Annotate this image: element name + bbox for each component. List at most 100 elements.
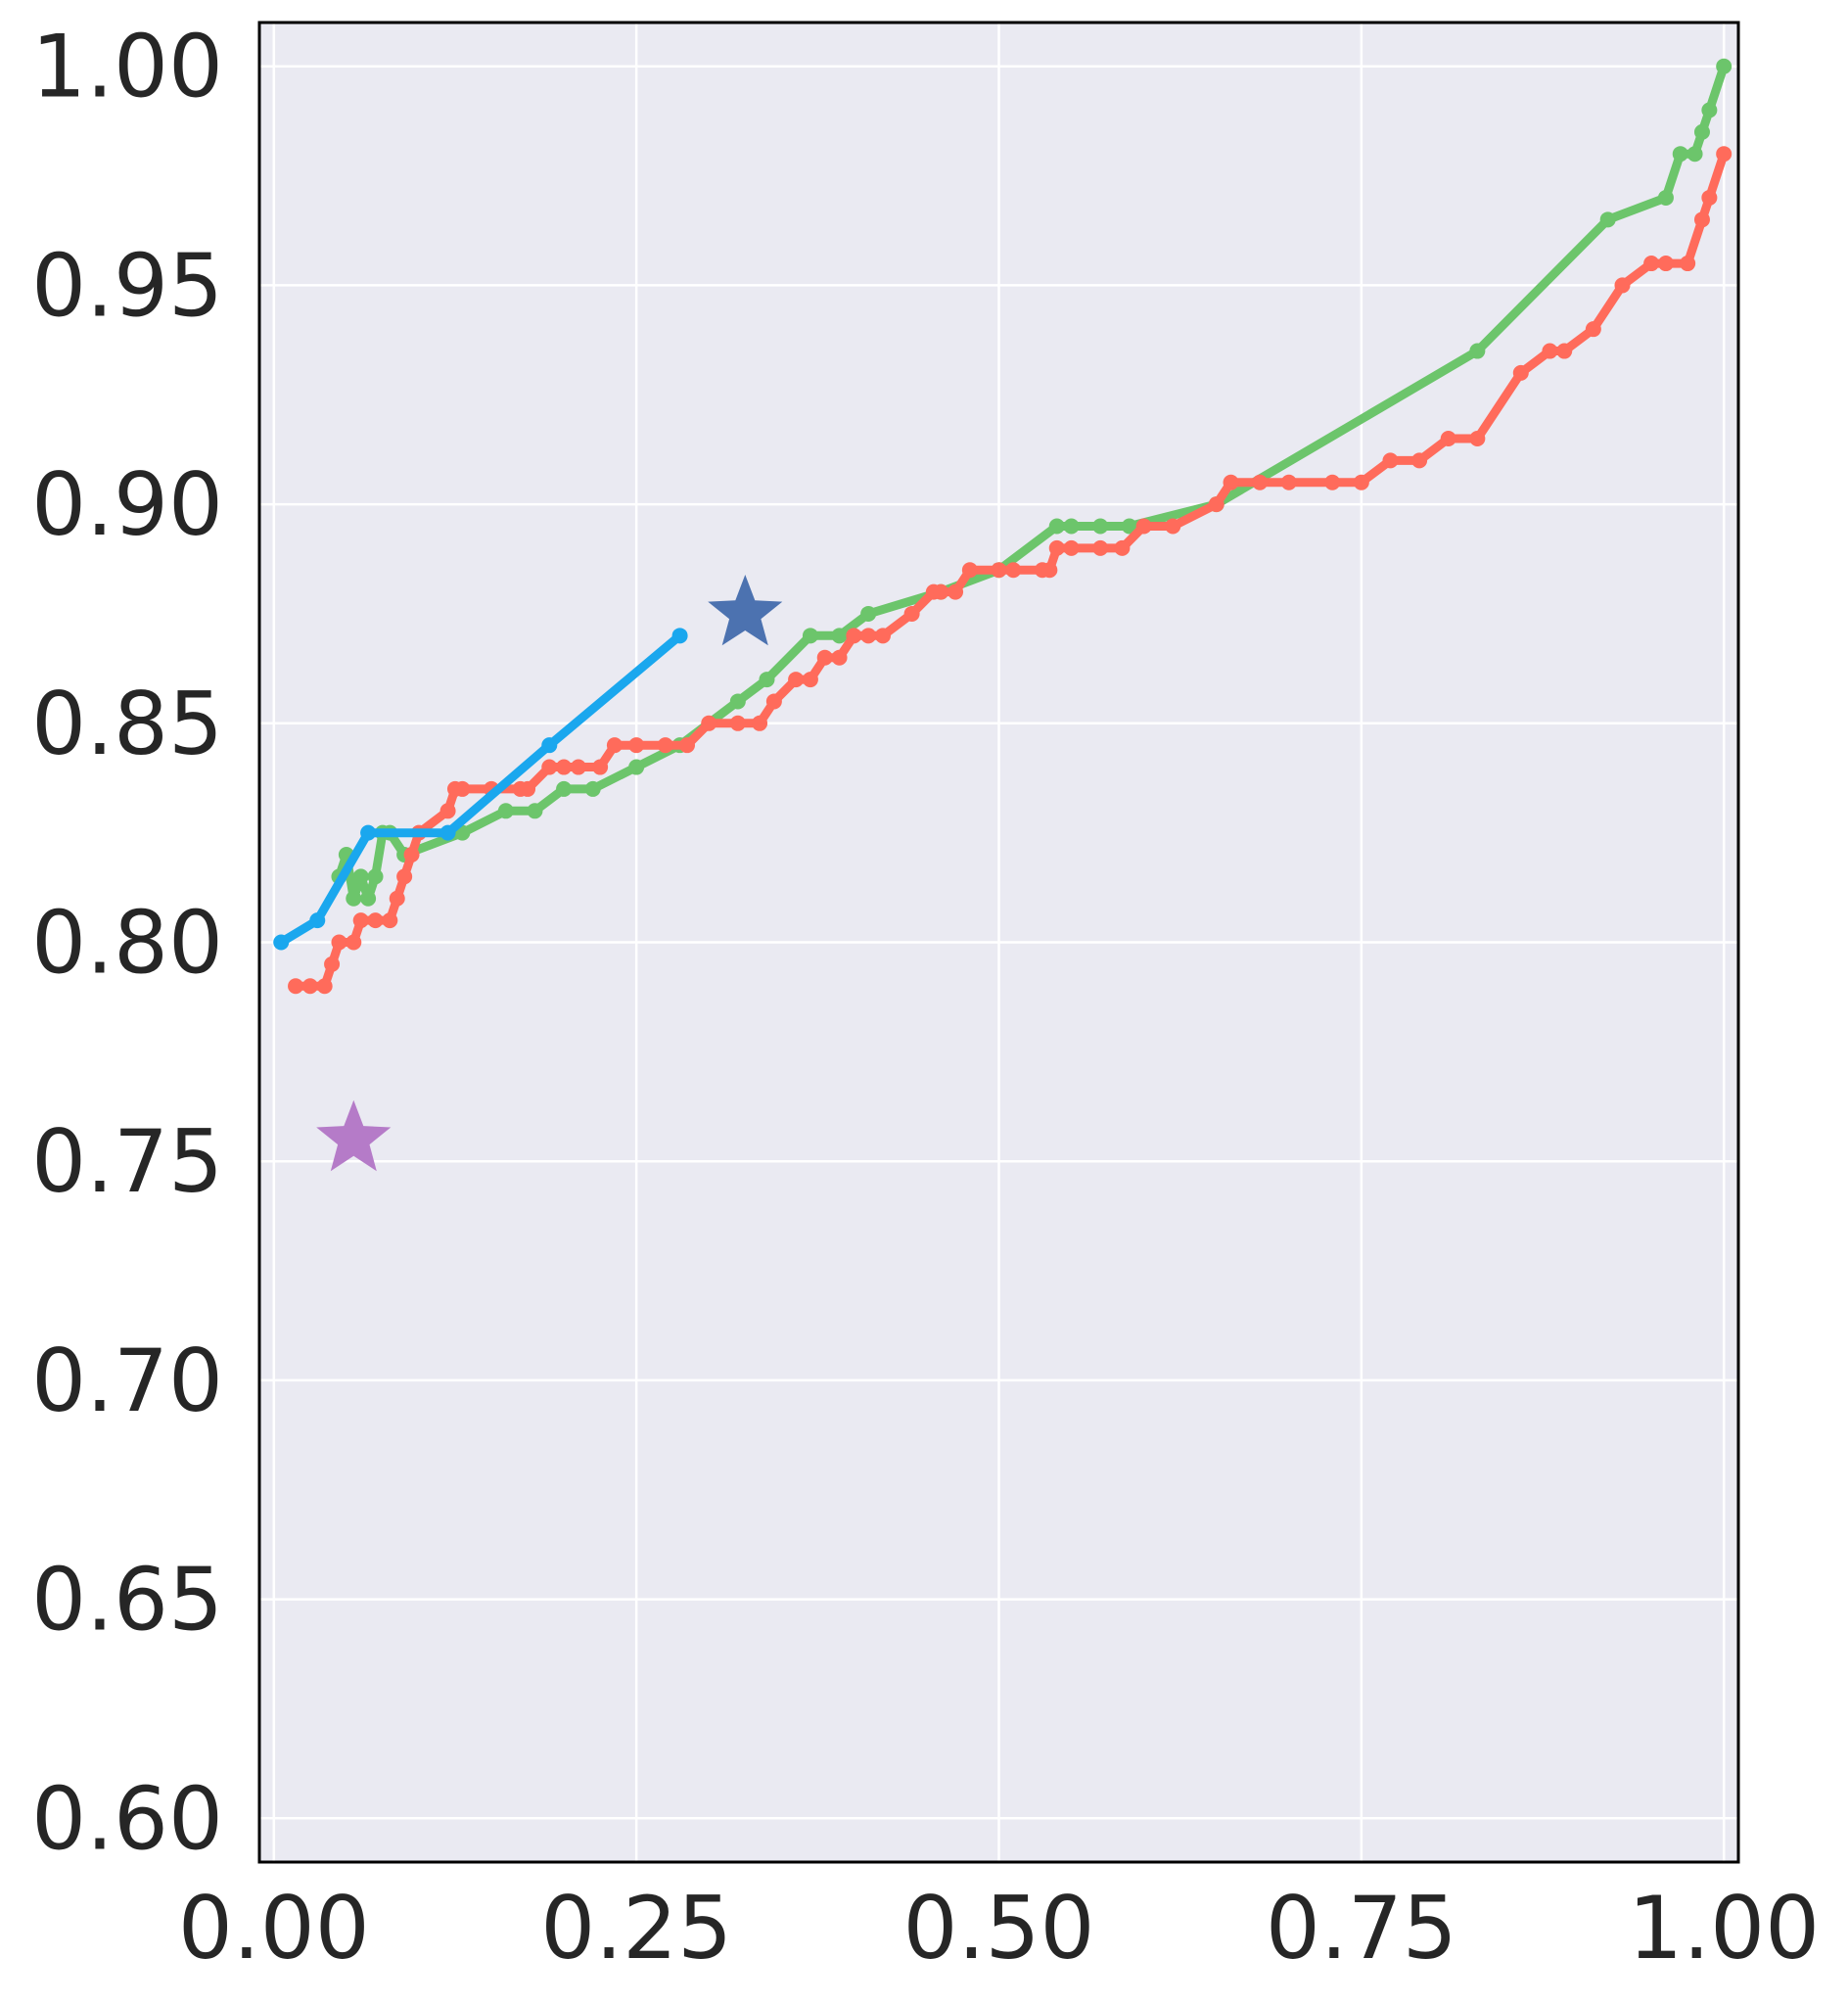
series-1 [331, 58, 1732, 907]
series-point [346, 890, 362, 907]
series-point [570, 759, 586, 775]
y-tick-label: 1.00 [31, 17, 223, 117]
series-point [1614, 277, 1631, 294]
series-point [1252, 474, 1269, 490]
series-point [346, 934, 362, 951]
series-point [527, 803, 543, 819]
series-point [396, 868, 413, 885]
series-point [628, 759, 645, 775]
series-point [309, 912, 326, 929]
series-point [1440, 431, 1456, 447]
series-point [1324, 474, 1341, 490]
y-tick-label: 0.60 [31, 1768, 223, 1869]
series-point [403, 847, 420, 863]
series-point [729, 715, 746, 731]
star-marker [316, 1099, 392, 1172]
series-point [541, 759, 558, 775]
series-point [556, 780, 573, 797]
series-point [520, 780, 536, 797]
series-point [831, 628, 848, 644]
series-point [352, 912, 369, 929]
plot-frame [257, 21, 1740, 1864]
series-point [874, 628, 891, 644]
series-point [628, 737, 645, 754]
series-point [1165, 518, 1181, 535]
series-point [1693, 123, 1710, 140]
series-point [671, 628, 688, 644]
series-point [592, 759, 609, 775]
series-point [1223, 474, 1239, 490]
series-point [788, 672, 805, 688]
y-tick-label: 0.90 [31, 454, 223, 555]
series-point [947, 583, 964, 600]
series-point [1135, 518, 1152, 535]
series-point [1672, 146, 1688, 163]
series-point [1411, 452, 1428, 469]
y-tick-label: 0.80 [31, 893, 223, 994]
series-point [1716, 58, 1732, 74]
series-layer [273, 58, 1732, 995]
series-point [497, 803, 514, 819]
marker-layer [316, 575, 783, 1172]
series-point [1121, 518, 1137, 535]
series-point [1469, 431, 1486, 447]
series-point [273, 934, 290, 951]
series-point [846, 628, 862, 644]
series-point [657, 737, 673, 754]
x-tick-label: 0.00 [178, 1878, 370, 1979]
series-point [1092, 518, 1109, 535]
series-point [367, 912, 384, 929]
series-point [816, 649, 833, 666]
x-tick-label: 0.75 [1266, 1878, 1457, 1979]
series-point [556, 759, 573, 775]
series-point [1092, 539, 1109, 556]
grid-lines [259, 23, 1738, 1862]
series-point [1542, 343, 1558, 359]
x-axis-ticks: 0.00 0.25 0.50 0.75 1.00 [178, 1878, 1820, 1979]
series-point [439, 824, 456, 841]
series-point [802, 628, 818, 644]
series-point [1716, 146, 1732, 163]
series-point [389, 890, 405, 907]
series-point [1512, 364, 1529, 381]
y-tick-label: 0.65 [31, 1550, 223, 1651]
series-point [752, 715, 768, 731]
series-point [860, 605, 877, 622]
series-point [679, 737, 696, 754]
series-point [1556, 343, 1573, 359]
series-point [1686, 146, 1703, 163]
series-point [1382, 452, 1399, 469]
series-point [360, 824, 377, 841]
series-point [802, 672, 818, 688]
y-tick-label: 0.75 [31, 1111, 223, 1212]
series-point [831, 649, 848, 666]
series-point [1657, 189, 1674, 206]
y-axis-ticks: 0.60 0.65 0.70 0.75 0.80 0.85 0.90 0.95 1.00 [31, 17, 223, 1870]
series-point [765, 693, 782, 710]
series-point [860, 628, 877, 644]
series-point [1469, 343, 1486, 359]
series-3 [273, 628, 688, 951]
series-point [701, 715, 717, 731]
series-point [439, 803, 456, 819]
series-point [1005, 562, 1022, 579]
series-point [1041, 562, 1058, 579]
x-tick-label: 0.25 [540, 1878, 732, 1979]
series-point [759, 672, 775, 688]
series-point [1048, 539, 1065, 556]
series-point [1585, 321, 1601, 338]
series-point [1643, 256, 1660, 272]
series-point [1063, 539, 1080, 556]
series-point [1680, 256, 1696, 272]
series-point [1693, 211, 1710, 228]
series-point [584, 780, 601, 797]
series-point [1048, 518, 1065, 535]
series-point [933, 583, 949, 600]
series-point [606, 737, 623, 754]
series-point [301, 978, 318, 995]
y-tick-label: 0.70 [31, 1330, 223, 1431]
series-point [454, 780, 471, 797]
y-tick-label: 0.95 [31, 235, 223, 336]
